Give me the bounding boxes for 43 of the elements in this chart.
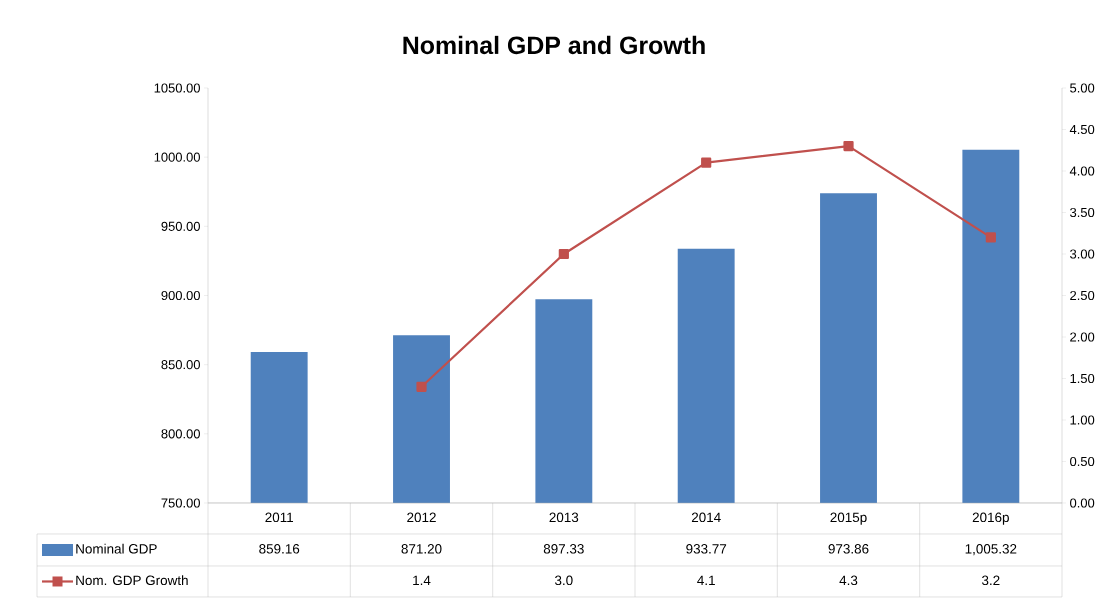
- data-label: 3.2: [981, 575, 1000, 586]
- y2-tick-label: 4.50: [1069, 124, 1095, 135]
- y2-tick-label: 5.00: [1070, 83, 1095, 93]
- y2-tick-label: 2.00: [1070, 332, 1095, 342]
- x-tick-label: 2013: [549, 512, 579, 523]
- y-tick-label: 900.00: [161, 290, 200, 301]
- chart-title: Nominal GDP and Growth: [403, 35, 705, 55]
- y-tick-label: 800.00: [161, 429, 200, 439]
- y-tick-label: 850.00: [161, 360, 200, 370]
- y2-tick-label: 3.00: [1070, 249, 1095, 259]
- data-label: 859.16: [259, 544, 300, 554]
- data-label: 897.33: [543, 544, 584, 554]
- data-label: 4.3: [839, 575, 858, 586]
- y2-tick-label: 2.50: [1070, 290, 1095, 301]
- x-tick-label: 2011: [265, 512, 294, 523]
- point: [843, 140, 854, 152]
- x-tick-label: 2014: [691, 512, 721, 523]
- legend-label: Nom. GDP Growth: [76, 575, 188, 586]
- y-tick-label: 750.00: [161, 498, 200, 508]
- point: [985, 232, 996, 243]
- x-tick-label: 2016p: [972, 512, 1009, 525]
- y2-tick-label: 3.50: [1070, 207, 1095, 218]
- data-label: 4.1: [697, 575, 715, 585]
- y2-tick-label: 0.00: [1070, 498, 1095, 508]
- y-tick-label: 950.00: [161, 221, 200, 231]
- data-label: 3.0: [554, 575, 573, 586]
- data-label: 973.86: [828, 544, 869, 554]
- legend-label: Nominal GDP: [76, 543, 157, 554]
- data-label: 871.20: [401, 544, 442, 554]
- y2-tick-label: 0.50: [1070, 456, 1095, 467]
- y2-tick-label: 1.00: [1070, 415, 1095, 425]
- point: [701, 157, 712, 168]
- y2-tick-label: 4.00: [1069, 166, 1095, 176]
- data-label: 1,005.32: [965, 544, 1017, 556]
- y-tick-label: 1050.00: [154, 83, 200, 93]
- point: [416, 381, 427, 392]
- x-tick-label: 2012: [407, 512, 436, 523]
- x-tick-label: 2015p: [830, 512, 867, 525]
- y-tick-label: 1000.00: [154, 152, 200, 162]
- data-label: 933.77: [686, 544, 727, 554]
- y2-tick-label: 1.50: [1070, 373, 1095, 384]
- point: [558, 248, 569, 260]
- data-label: 1.4: [413, 575, 431, 585]
